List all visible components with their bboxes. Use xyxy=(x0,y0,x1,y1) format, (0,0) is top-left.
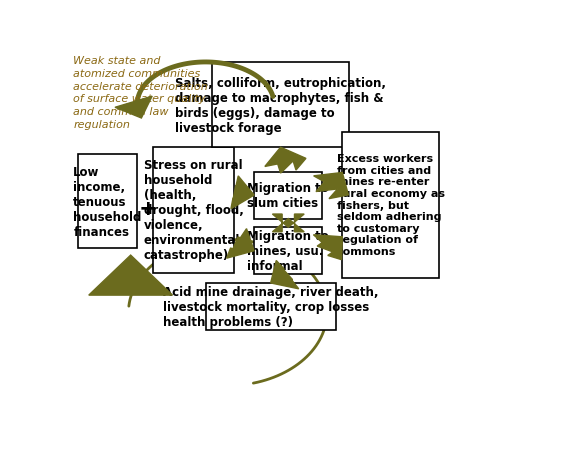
FancyBboxPatch shape xyxy=(212,63,349,148)
Text: Migration to
slum cities: Migration to slum cities xyxy=(248,182,329,210)
FancyBboxPatch shape xyxy=(152,148,234,273)
FancyBboxPatch shape xyxy=(205,283,336,330)
Polygon shape xyxy=(314,173,348,199)
Text: Weak state and
atomized communities
accelerate deterioration
of surface water qu: Weak state and atomized communities acce… xyxy=(73,56,208,130)
Polygon shape xyxy=(89,256,172,295)
Text: +: + xyxy=(139,199,158,219)
Text: Stress on rural
household
(health,
drought, flood,
violence,
environmental
catas: Stress on rural household (health, droug… xyxy=(143,159,244,262)
FancyBboxPatch shape xyxy=(254,228,323,275)
FancyBboxPatch shape xyxy=(78,155,137,249)
Polygon shape xyxy=(226,229,254,258)
FancyBboxPatch shape xyxy=(343,132,439,278)
Polygon shape xyxy=(231,176,254,209)
Polygon shape xyxy=(273,215,304,232)
Polygon shape xyxy=(265,148,306,174)
Polygon shape xyxy=(271,261,299,289)
Polygon shape xyxy=(115,97,152,119)
Text: Acid mine drainage, river death,
livestock mortality, crop losses
health problem: Acid mine drainage, river death, livesto… xyxy=(163,285,378,328)
Text: Low
income,
tenuous
household
finances: Low income, tenuous household finances xyxy=(73,165,142,238)
Text: Salts, colliform, eutrophication,
damage to macrophytes, fish &
birds (eggs), da: Salts, colliform, eutrophication, damage… xyxy=(175,76,386,134)
FancyBboxPatch shape xyxy=(254,172,323,219)
Polygon shape xyxy=(314,235,343,260)
Text: Excess workers
from cities and
mines re-enter
rural economy as
fishers, but
seld: Excess workers from cities and mines re-… xyxy=(337,154,445,257)
Text: Migration to
mines, usu.
informal: Migration to mines, usu. informal xyxy=(248,230,329,273)
